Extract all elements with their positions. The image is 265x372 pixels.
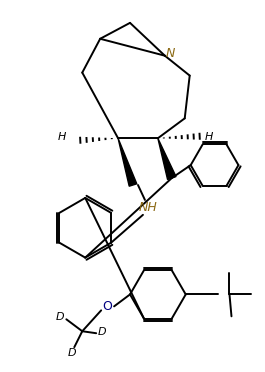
Text: O: O — [102, 300, 112, 313]
Text: H: H — [58, 132, 66, 142]
Text: D: D — [98, 327, 107, 337]
Polygon shape — [158, 138, 176, 180]
Text: H: H — [205, 132, 213, 142]
Text: D: D — [68, 348, 77, 358]
Text: NH: NH — [139, 201, 157, 214]
Text: N: N — [166, 47, 175, 60]
Polygon shape — [118, 138, 137, 186]
Text: D: D — [56, 312, 65, 322]
